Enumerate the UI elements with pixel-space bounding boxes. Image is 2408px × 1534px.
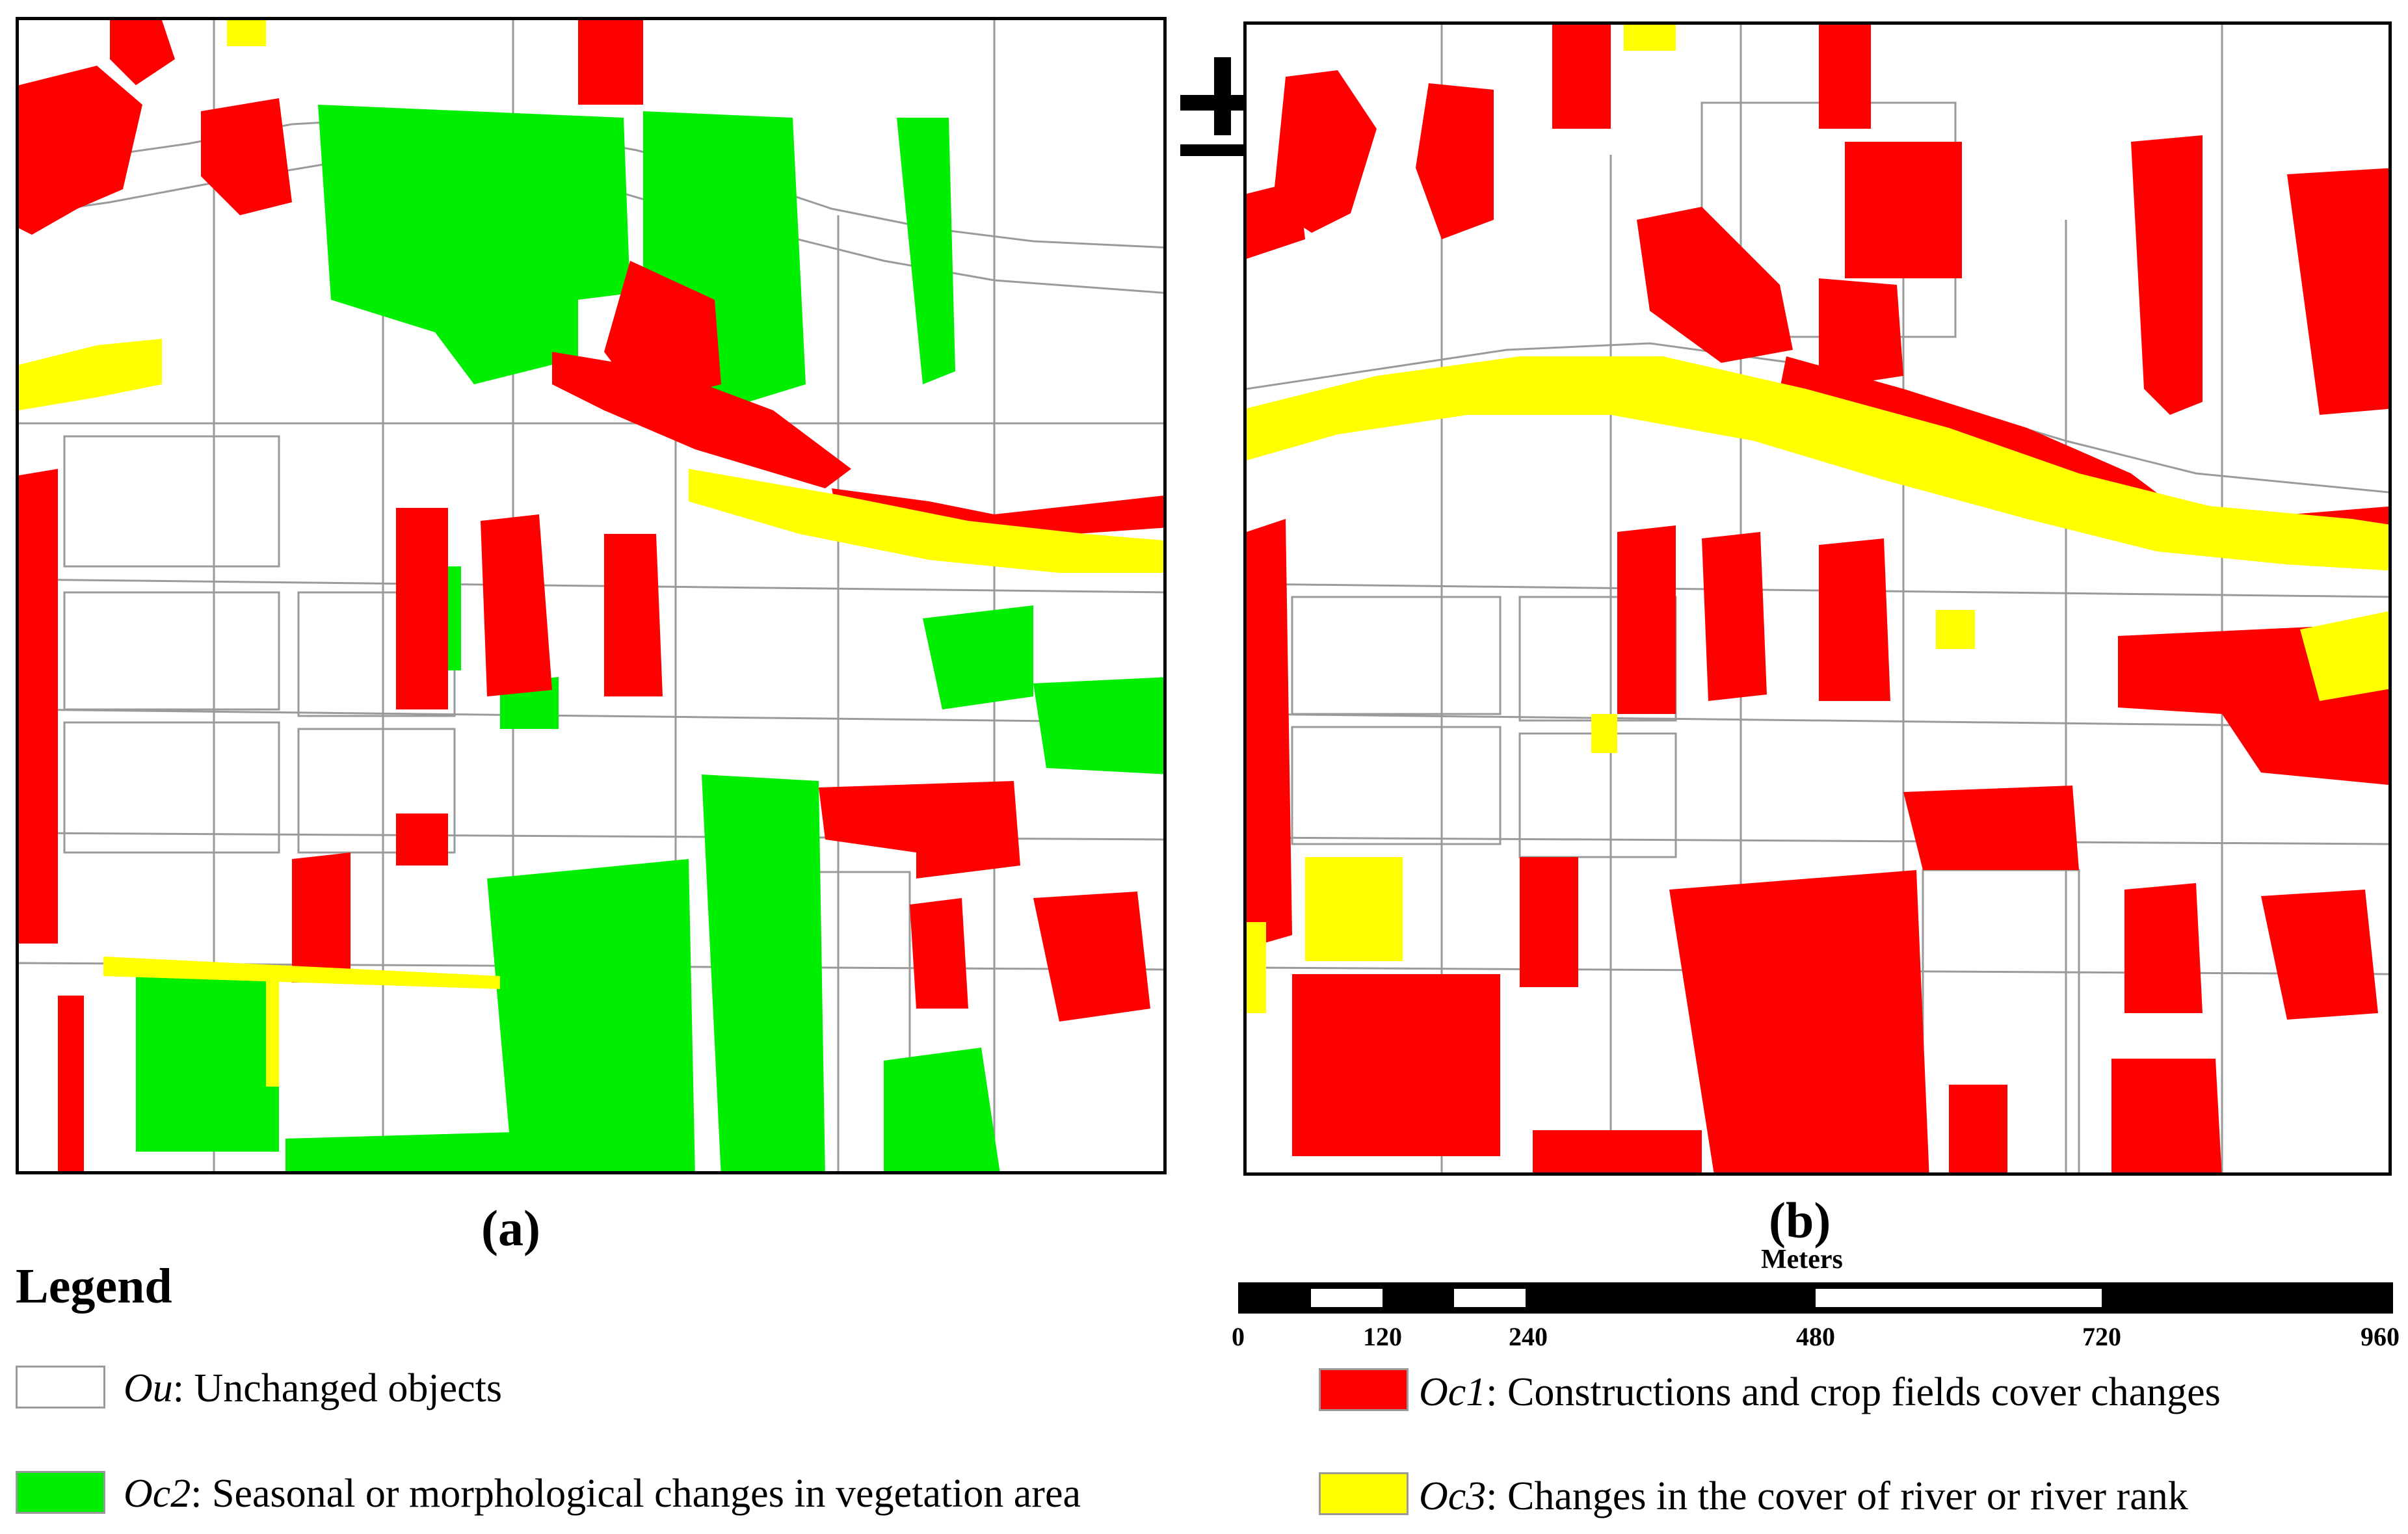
scale-tick-480: 480 <box>1796 1322 1835 1351</box>
map-panel-b <box>1243 21 2392 1176</box>
panel-caption-a: (a) <box>481 1200 540 1256</box>
construction-changes-b <box>1247 25 2388 1172</box>
scale-tick-960: 960 <box>2361 1322 2400 1351</box>
river-changes-b <box>1247 25 2388 1013</box>
scale-tick-720: 720 <box>2082 1322 2121 1351</box>
legend-label-ou: Ou: Unchanged objects <box>124 1368 502 1408</box>
legend-code-oc1: Oc1 <box>1419 1370 1487 1414</box>
panel-caption-b: (b) <box>1769 1192 1831 1249</box>
scale-unit-label: Meters <box>1761 1245 1843 1275</box>
legend-text-oc2: : Seasonal or morphological changes in v… <box>191 1472 1081 1516</box>
legend-swatch-oc1 <box>1319 1368 1409 1411</box>
scale-bar <box>1238 1282 2393 1314</box>
scale-bar-segment <box>1311 1289 1383 1307</box>
legend-code-oc3: Oc3 <box>1419 1474 1487 1518</box>
vegetation-changes-a <box>136 105 1163 1171</box>
map-b-canvas <box>1247 25 2388 1172</box>
map-panel-a <box>16 17 1167 1174</box>
legend-label-oc1: Oc1: Constructions and crop fields cover… <box>1419 1372 2221 1412</box>
legend-swatch-oc3 <box>1319 1472 1409 1515</box>
legend-label-oc2: Oc2: Seasonal or morphological changes i… <box>124 1474 1081 1514</box>
legend-title: Legend <box>16 1259 172 1314</box>
legend-swatch-ou <box>16 1366 105 1408</box>
legend-text-oc3: : Changes in the cover of river or river… <box>1486 1474 2188 1518</box>
map-a-canvas <box>19 20 1163 1171</box>
legend-label-oc3: Oc3: Changes in the cover of river or ri… <box>1419 1476 2188 1516</box>
scale-tick-240: 240 <box>1509 1322 1548 1351</box>
legend-text-oc1: : Constructions and crop fields cover ch… <box>1486 1370 2221 1414</box>
legend-swatch-oc2 <box>16 1471 105 1514</box>
legend-text-ou: : Unchanged objects <box>172 1366 502 1410</box>
scale-tick-120: 120 <box>1363 1322 1402 1351</box>
river-changes-a <box>19 20 1163 1087</box>
scale-bar-segment <box>1454 1289 1526 1307</box>
scale-bar-segment <box>1816 1289 2102 1307</box>
legend-code-oc2: Oc2 <box>124 1472 191 1516</box>
legend-code-ou: Ou <box>124 1366 173 1410</box>
scale-tick-0: 0 <box>1232 1322 1245 1351</box>
